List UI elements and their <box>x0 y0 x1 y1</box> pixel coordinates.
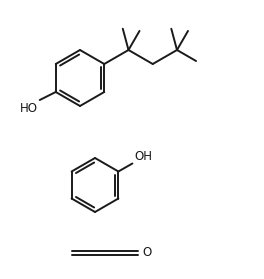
Text: HO: HO <box>20 102 38 115</box>
Text: OH: OH <box>134 150 152 162</box>
Text: O: O <box>142 247 151 259</box>
